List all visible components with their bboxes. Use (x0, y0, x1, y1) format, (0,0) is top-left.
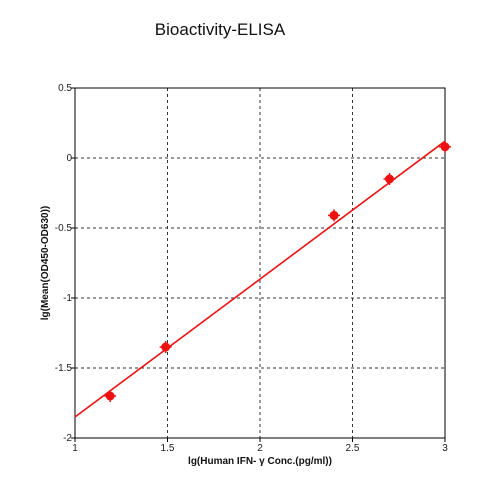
y-tick-label: -1.5 (55, 363, 73, 374)
x-axis-label: lg(Human IFN- γ Conc.(pg/ml)) (188, 456, 332, 467)
x-tick-label: 1.5 (161, 443, 175, 454)
fit-line (74, 140, 446, 418)
y-tick-label: -2 (63, 433, 72, 444)
data-points (104, 140, 451, 402)
y-axis-label: lg(Mean(OD450-OD630)) (40, 206, 51, 320)
x-tick-label: 2.5 (346, 443, 360, 454)
axis-ticks: 1 1.5 2 2.5 3 0.5 0 -0.5 -1 -1.5 -2 (55, 83, 448, 454)
y-tick-label: 0 (66, 153, 72, 164)
x-tick-label: 3 (442, 443, 448, 454)
y-tick-label: -1 (63, 293, 72, 304)
grid-lines (75, 88, 445, 438)
chart-title: Bioactivity-ELISA (154, 20, 286, 39)
x-tick-label: 1 (72, 443, 78, 454)
x-tick-label: 2 (257, 443, 263, 454)
y-tick-label: -0.5 (55, 223, 73, 234)
y-tick-label: 0.5 (58, 83, 72, 94)
fit-line-layer (74, 140, 446, 418)
